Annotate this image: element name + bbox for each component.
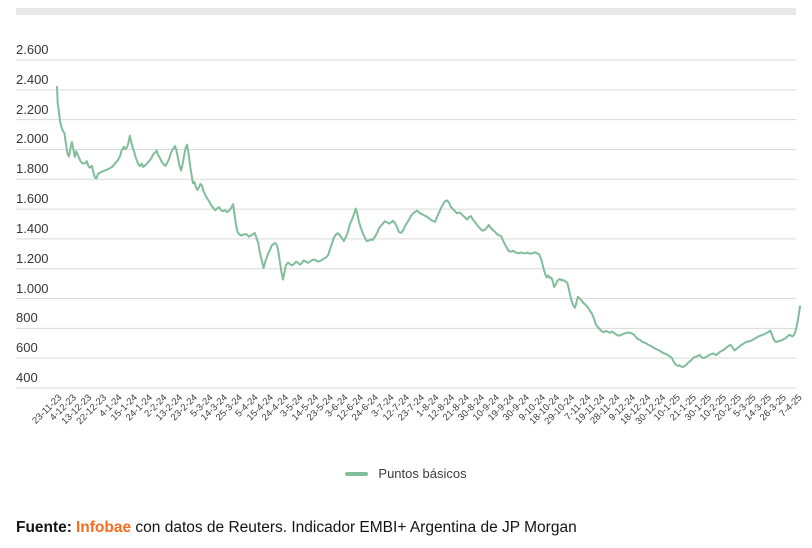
chart-plot-area[interactable]: 2.600 2.400 2.200 2.000 1.800 1.600 1.400 1.200… (0, 0, 812, 460)
y-axis-label: 2.600 (16, 42, 49, 57)
y-axis-label: 2.400 (16, 71, 49, 87)
y-axis-label: 400 (16, 370, 38, 385)
y-axis-label: 600 (16, 340, 38, 356)
source-description: con datos de Reuters. Indicador EMBI+ Ar… (131, 519, 577, 536)
line-chart-canvas[interactable] (0, 0, 812, 460)
source-caption: Fuente: Infobae con datos de Reuters. Ind… (16, 519, 577, 537)
y-axis-label: 1.000 (16, 280, 49, 296)
y-axis-label: 800 (16, 310, 38, 326)
series-line[interactable] (56, 85, 801, 368)
y-axis-label: 1.200 (16, 250, 49, 266)
y-axis-label: 1.600 (16, 191, 49, 207)
top-divider-bar (16, 8, 796, 15)
legend[interactable]: Puntos básicos (0, 466, 812, 481)
legend-line-swatch (345, 471, 369, 476)
legend-label: Puntos básicos (378, 466, 467, 481)
source-link[interactable]: Infobae (75, 519, 132, 536)
y-axis-label: 2.200 (16, 101, 49, 117)
source-prefix: Fuente: (16, 519, 72, 536)
y-axis-label: 1.400 (16, 220, 49, 236)
y-axis-label: 2.000 (16, 131, 49, 147)
y-axis-label: 1.800 (16, 161, 49, 177)
